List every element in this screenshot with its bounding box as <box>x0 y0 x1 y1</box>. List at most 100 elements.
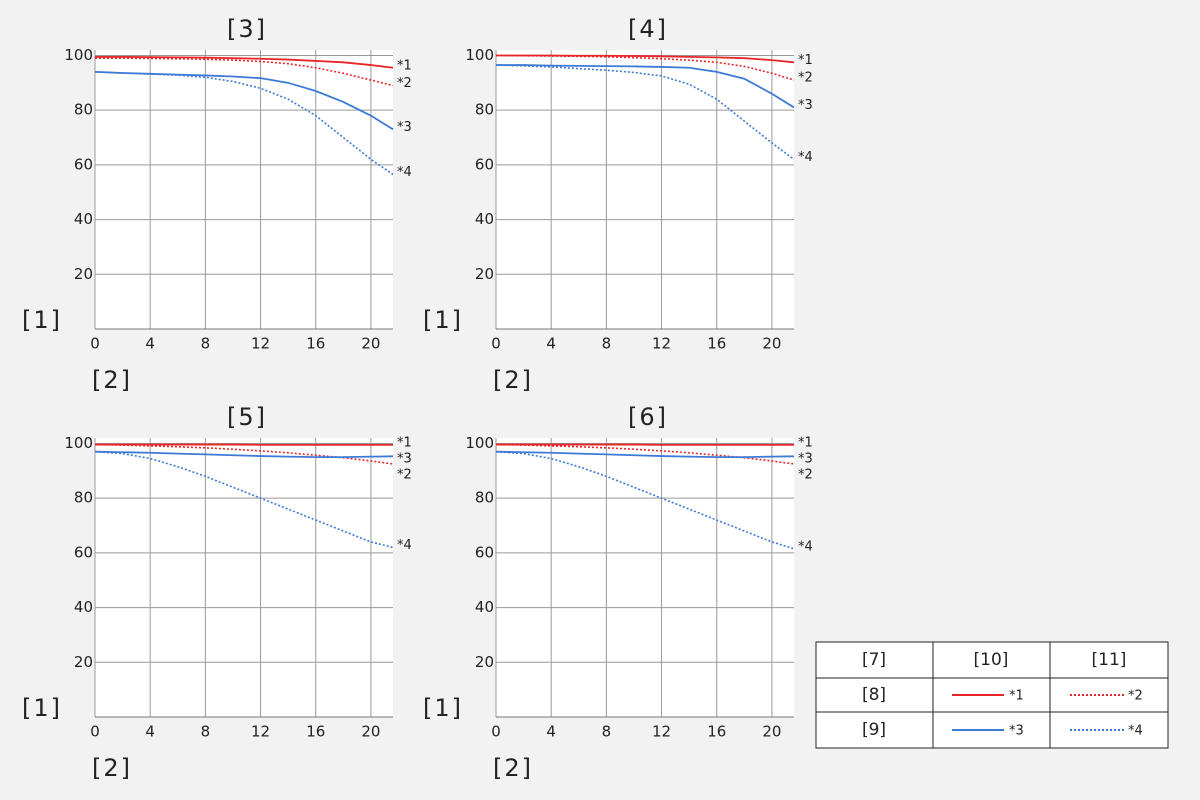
x-tick-label: 12 <box>652 723 671 741</box>
y-tick-label: 40 <box>475 598 494 616</box>
y-tick-label: 20 <box>74 265 93 283</box>
x-tick-label: 4 <box>145 335 155 353</box>
y-tick-label: 80 <box>74 101 93 119</box>
y-axis-label: [1] <box>22 306 62 334</box>
y-axis-label: [1] <box>423 306 463 334</box>
series-line <box>495 443 795 465</box>
series-line <box>94 71 394 176</box>
x-tick-label: 8 <box>602 335 612 353</box>
x-tick-label: 16 <box>306 723 325 741</box>
series-label: *3 <box>798 98 813 113</box>
y-tick-label: 100 <box>64 434 93 452</box>
plot-area <box>95 438 393 717</box>
y-axis-label: [1] <box>423 694 463 722</box>
row-label: [9] <box>862 720 886 740</box>
y-tick-label: 60 <box>475 543 494 561</box>
x-tick-label: 20 <box>762 335 781 353</box>
y-tick-label: 60 <box>475 155 494 173</box>
legend-table: [7] [10] [11] [8] [9] *1 *2 *3 *4 <box>815 641 1169 749</box>
table-header: [10] <box>974 650 1009 670</box>
series-line <box>495 64 795 161</box>
x-tick-label: 0 <box>90 723 100 741</box>
series-label: *3 <box>798 451 813 466</box>
chart: 20 40 60 80 100 0 4 8 12 16 20 [4] [1] [2] *1 *2 *3 *4 <box>423 15 813 394</box>
x-axis-label: [2] <box>493 366 533 394</box>
x-tick-label: 0 <box>491 335 501 353</box>
x-tick-label: 16 <box>707 723 726 741</box>
series-label: *1 <box>397 58 412 73</box>
series-label: *1 <box>798 53 813 68</box>
y-tick-label: 40 <box>74 210 93 228</box>
y-tick-label: 40 <box>74 598 93 616</box>
chart: 20 40 60 80 100 0 4 8 12 16 20 [6] [1] [2] *1*3*2 *4 <box>423 403 813 782</box>
chart: 20 40 60 80 100 0 4 8 12 16 20 [3] [1] [2] *1 *2 *3 *4 <box>22 15 412 394</box>
series-label: *2 <box>798 467 813 482</box>
plot-area <box>496 50 794 329</box>
series-line <box>495 450 795 459</box>
y-tick-label: 100 <box>64 46 93 64</box>
chart-title: [5] <box>227 403 267 431</box>
x-tick-label: 4 <box>546 723 556 741</box>
y-tick-label: 80 <box>475 101 494 119</box>
series-label: *1 <box>397 435 412 450</box>
legend-entry: *4 <box>1128 724 1143 739</box>
legend-entry: *1 <box>1009 689 1024 704</box>
series-label: *2 <box>397 467 412 482</box>
x-axis-label: [2] <box>92 366 132 394</box>
y-tick-label: 20 <box>475 653 494 671</box>
series-label: *2 <box>798 71 813 86</box>
x-tick-label: 20 <box>361 723 380 741</box>
series-line <box>94 70 394 131</box>
x-tick-label: 4 <box>546 335 556 353</box>
series-line <box>94 450 394 459</box>
series-label: *4 <box>397 165 412 180</box>
x-tick-label: 12 <box>251 723 270 741</box>
y-tick-label: 40 <box>475 210 494 228</box>
y-tick-label: 60 <box>74 543 93 561</box>
y-tick-label: 80 <box>475 489 494 507</box>
chart-title: [3] <box>227 15 267 43</box>
series-label: *4 <box>798 150 813 165</box>
x-tick-label: 8 <box>201 335 211 353</box>
x-tick-label: 0 <box>90 335 100 353</box>
y-tick-label: 60 <box>74 155 93 173</box>
x-tick-label: 20 <box>762 723 781 741</box>
series-line <box>94 443 394 465</box>
x-tick-label: 16 <box>306 335 325 353</box>
series-line <box>496 64 795 109</box>
series-label: *1 <box>798 435 813 450</box>
chart-title: [4] <box>628 15 668 43</box>
table-header: [7] <box>862 650 886 670</box>
legend-entry: *2 <box>1128 689 1143 704</box>
x-tick-label: 8 <box>602 723 612 741</box>
table-header: [11] <box>1092 650 1127 670</box>
series-label: *4 <box>798 539 813 554</box>
row-label: [8] <box>862 685 886 705</box>
chart-title: [6] <box>628 403 668 431</box>
x-tick-label: 12 <box>652 335 671 353</box>
plot-area <box>95 50 393 329</box>
x-tick-label: 16 <box>707 335 726 353</box>
series-label: *3 <box>397 120 412 135</box>
series-label: *3 <box>397 451 412 466</box>
series-label: *4 <box>397 538 412 553</box>
legend-entry: *3 <box>1009 724 1024 739</box>
x-tick-label: 0 <box>491 723 501 741</box>
y-tick-label: 100 <box>465 46 494 64</box>
plot-area <box>496 438 794 717</box>
y-tick-label: 80 <box>74 489 93 507</box>
x-tick-label: 4 <box>145 723 155 741</box>
x-tick-label: 8 <box>201 723 211 741</box>
y-axis-label: [1] <box>22 694 62 722</box>
series-line <box>495 54 795 81</box>
x-axis-label: [2] <box>493 754 533 782</box>
x-tick-label: 12 <box>251 335 270 353</box>
x-axis-label: [2] <box>92 754 132 782</box>
y-tick-label: 20 <box>475 265 494 283</box>
y-tick-label: 100 <box>465 434 494 452</box>
series-label: *2 <box>397 76 412 91</box>
series-line <box>95 55 394 69</box>
series-line <box>496 54 795 64</box>
y-tick-label: 20 <box>74 653 93 671</box>
